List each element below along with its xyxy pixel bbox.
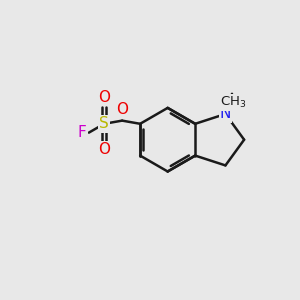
Text: F: F <box>78 125 86 140</box>
Text: S: S <box>99 116 109 131</box>
Text: O: O <box>98 142 110 157</box>
Text: O: O <box>98 90 110 105</box>
Text: N: N <box>220 106 231 122</box>
Text: CH$_3$: CH$_3$ <box>220 95 247 110</box>
Text: O: O <box>116 102 128 117</box>
